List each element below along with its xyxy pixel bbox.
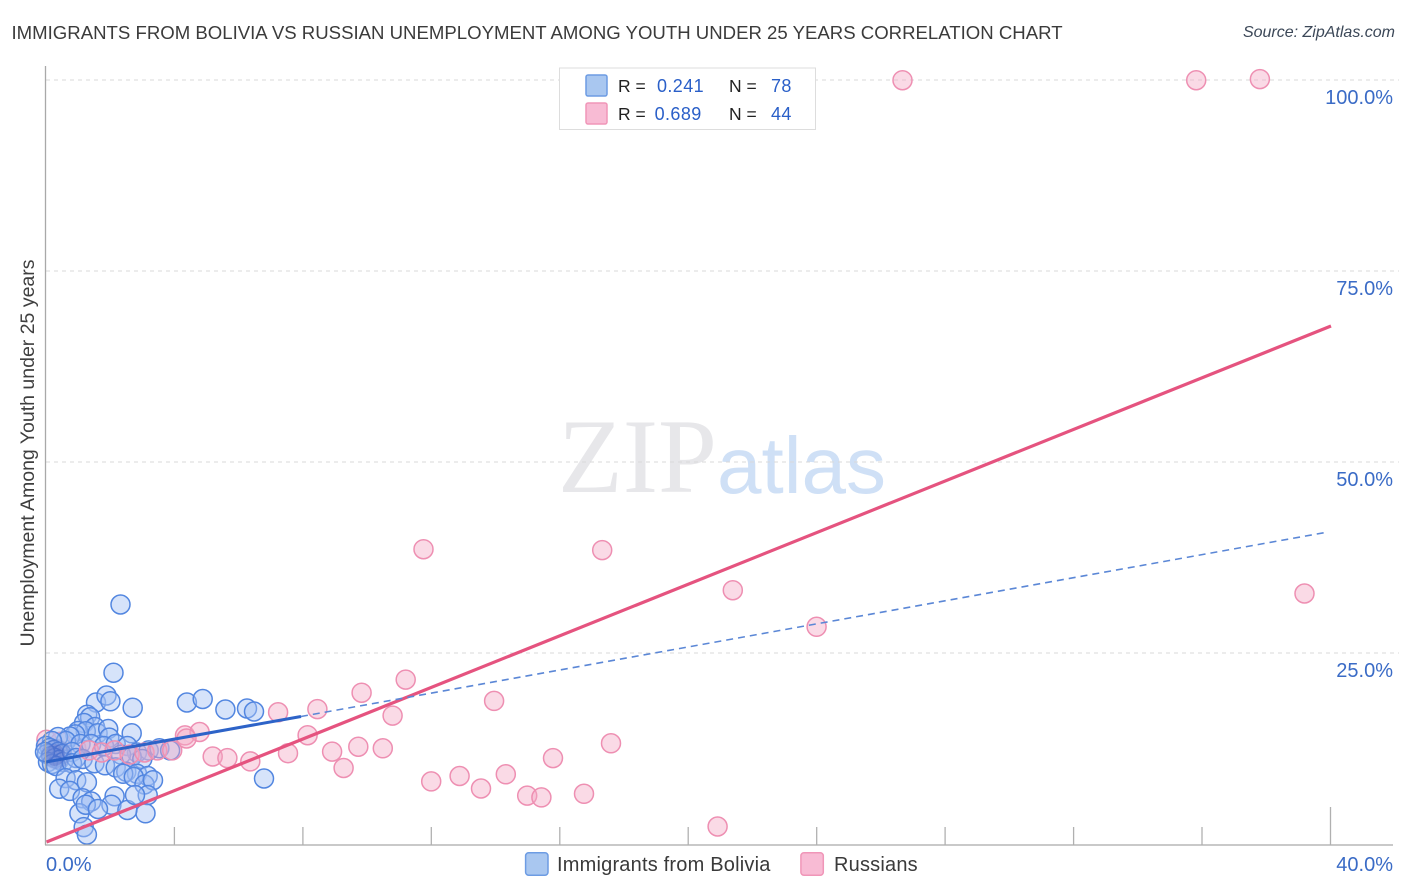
svg-text:25.0%: 25.0%: [1336, 660, 1393, 682]
svg-text:44: 44: [771, 104, 792, 124]
svg-text:Unemployment Among Youth under: Unemployment Among Youth under 25 years: [17, 259, 39, 646]
svg-text:0.241: 0.241: [657, 76, 704, 96]
svg-text:R =: R =: [618, 76, 646, 96]
svg-text:atlas: atlas: [717, 421, 886, 510]
svg-text:78: 78: [771, 76, 792, 96]
svg-text:75.0%: 75.0%: [1336, 278, 1393, 300]
svg-text:Russians: Russians: [834, 854, 918, 876]
svg-text:0.689: 0.689: [655, 104, 702, 124]
svg-text:ZIP: ZIP: [558, 398, 717, 515]
svg-text:IMMIGRANTS FROM BOLIVIA VS RUS: IMMIGRANTS FROM BOLIVIA VS RUSSIAN UNEMP…: [12, 22, 1063, 43]
svg-text:Immigrants from Bolivia: Immigrants from Bolivia: [557, 854, 771, 876]
svg-text:N =: N =: [729, 104, 757, 124]
svg-text:N =: N =: [729, 76, 757, 96]
svg-text:50.0%: 50.0%: [1336, 469, 1393, 491]
svg-text:40.0%: 40.0%: [1336, 854, 1393, 876]
svg-text:0.0%: 0.0%: [46, 854, 92, 876]
svg-text:Source: ZipAtlas.com: Source: ZipAtlas.com: [1243, 24, 1395, 41]
svg-text:R =: R =: [618, 104, 646, 124]
svg-text:100.0%: 100.0%: [1325, 87, 1393, 109]
